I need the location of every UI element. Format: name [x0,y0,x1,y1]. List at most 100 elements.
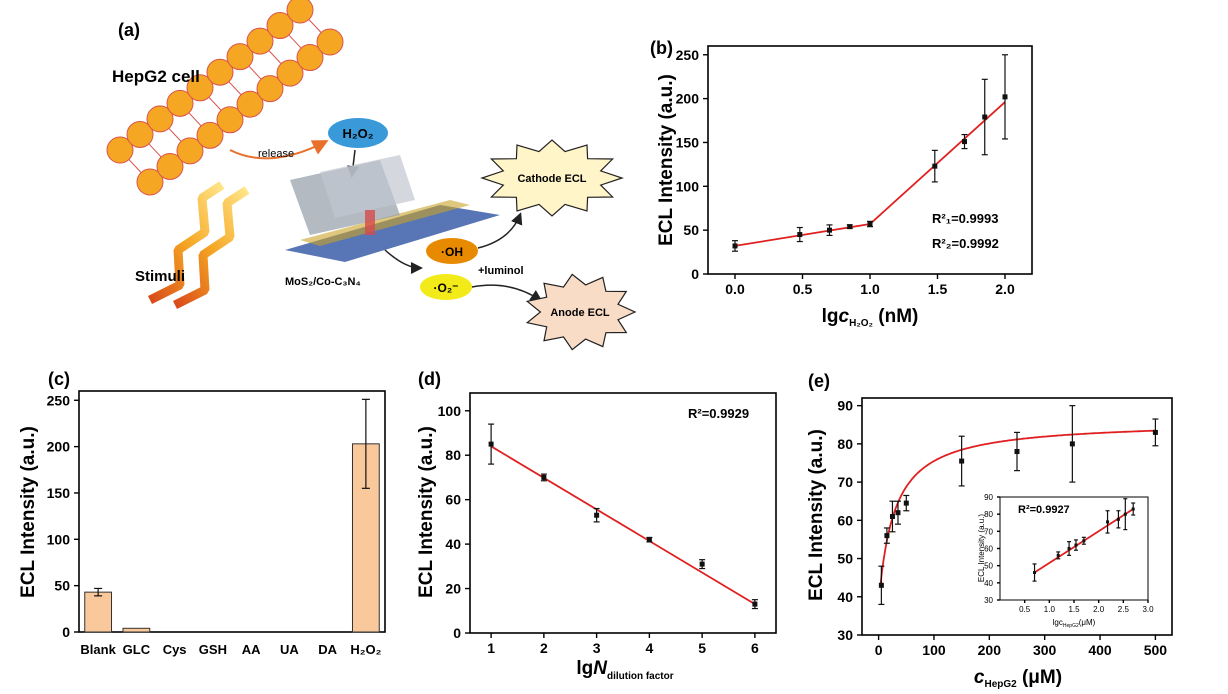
lipid-head [296,44,324,72]
y-axis-label: ECL Intensity (a.u.) [656,74,677,246]
o2-radical-bubble [420,274,472,300]
y-tick-label: 100 [676,178,700,194]
stimuli-zigzag-icon [147,181,225,305]
data-point [867,221,873,227]
x-axis-label: lgNdilution factor [576,658,673,682]
anode-ecl-label: Anode ECL [550,307,610,319]
y-tick-label: 100 [47,531,71,547]
lipid-head [236,90,264,118]
fit-line [490,445,756,605]
lipid-head [106,136,134,164]
y-tick-label: 150 [47,485,71,501]
data-point [1033,571,1037,575]
plot-frame [78,390,386,633]
category-label: AA [242,642,261,657]
y-tick-label: 0 [453,625,461,641]
y-tick-label: 80 [445,447,461,463]
y-tick-label: 50 [54,578,70,594]
y-tick-label: 200 [47,439,71,455]
inset-background [978,490,1160,630]
y-axis-label: ECL Intensity (a.u.) [806,429,827,601]
lipid-head [156,152,184,180]
data-point [1082,539,1086,543]
y-tick-label: 80 [984,510,993,519]
lipid-head [266,12,294,40]
stimuli-zigzag-icon [172,186,250,310]
panel-b-label: (b) [650,38,673,58]
cathode-burst-shape [480,139,624,217]
panel-e-label: (e) [808,371,830,391]
data-point [1074,543,1078,547]
x-tick-label: 1 [487,640,495,656]
arrow-icon [471,284,543,302]
chart-panel-e: 0 100 200 300 400 500 30 40 50 60 70 80 90 ECL Intens… [806,397,1173,690]
x-tick-label: 3.0 [1142,605,1154,614]
category-label: GSH [199,642,227,657]
lipid-head [316,28,344,56]
x-tick-label: 4 [645,640,653,656]
y-tick-label: 40 [984,579,993,588]
o2-radical-label: ·O₂⁻ [434,281,459,295]
x-tick-label: 1.0 [1044,605,1056,614]
x-tick-label: 0.5 [793,281,813,297]
category-label: Blank [80,642,116,657]
y-tick-label: 0 [62,624,70,640]
data-point [827,227,832,233]
data-point [1067,547,1071,550]
x-tick-label: 0.0 [725,281,745,297]
y-tick-label: 90 [837,398,853,414]
y-tick-label: 40 [837,589,853,605]
data-point [959,458,965,464]
y-tick-label: 20 [445,581,461,597]
y-tick-label: 90 [984,493,993,502]
lipid-head [166,89,194,117]
data-point [847,224,853,230]
x-tick-label: 0.5 [1019,605,1031,614]
chart-panel-c: 0 50 100 150 200 250 Blank GLC Cys GSH AA UA DA H₂O₂ E… [18,390,386,657]
data-point [932,163,938,169]
data-point [895,510,901,516]
x-tick-label: 500 [1144,642,1168,658]
oh-radical-bubble [426,238,478,264]
x-axis-label: cHepG2 (μM) [974,667,1062,690]
y-tick-label: 50 [837,551,853,567]
material-label: MoS₂/Co-C₃N₄ [285,276,361,288]
data-point [1014,449,1020,455]
annotation: R²=0.9929 [688,406,749,421]
data-point [878,582,884,588]
bar [84,591,113,633]
y-tick-label: 60 [984,545,993,554]
oh-radical-label: ·OH [441,245,463,259]
y-tick-label: 250 [47,392,71,408]
arrow-icon [384,249,423,274]
data-point [1131,507,1135,511]
lipid-head [176,137,204,165]
schematic-panel: (a) HepG2 cell Stimuli release H₂O₂ MoS₂… [106,0,637,351]
plot-frame [861,397,1173,636]
x-tick-label: 300 [1033,642,1057,658]
anode-burst-shape [525,273,637,351]
arrow-icon [477,212,523,249]
plot-frame [469,392,777,634]
data-point [732,243,738,249]
h2o2-bubble [328,118,388,148]
panel-a-label: (a) [118,20,140,40]
category-label: Cys [163,642,187,657]
x-tick-label: 100 [922,642,946,658]
y-tick-label: 30 [984,596,993,605]
data-point [1056,553,1060,557]
panel-c-label: (c) [48,369,70,389]
h2o2-label: H₂O₂ [342,126,373,141]
data-point [1069,441,1075,447]
annotation: R²₁=0.9993 [932,211,998,226]
stimuli-label: Stimuli [135,268,185,285]
category-label: UA [280,642,299,657]
data-point [752,601,758,607]
x-tick-label: 3 [593,640,601,656]
lipid-head [196,121,224,149]
data-point [488,441,494,447]
chart-panel-b: 0.0 0.5 1.0 1.5 2.0 0 50 100 150 200 250 R²₁=0.9993… [656,45,1033,329]
data-point [1152,429,1158,435]
